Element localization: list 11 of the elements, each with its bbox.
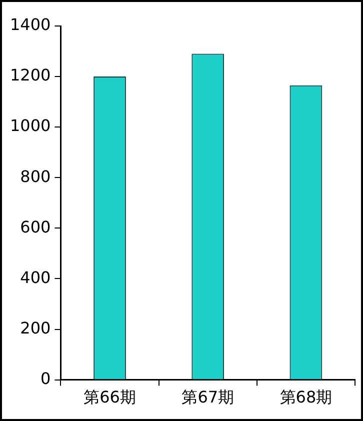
x-tick-label: 第68期 bbox=[280, 388, 332, 407]
y-tick-label: 1200 bbox=[10, 66, 51, 85]
y-tick-label: 400 bbox=[20, 268, 51, 287]
y-tick-label: 200 bbox=[20, 318, 51, 338]
y-tick-label: 600 bbox=[20, 217, 51, 236]
x-tick-label: 第67期 bbox=[182, 388, 234, 407]
x-tick-label: 第66期 bbox=[84, 388, 136, 407]
y-tick-label: 1000 bbox=[10, 116, 51, 136]
y-tick-label: 800 bbox=[20, 166, 51, 186]
y-tick-label: 1400 bbox=[10, 15, 51, 34]
y-tick-label: 0 bbox=[40, 368, 51, 388]
